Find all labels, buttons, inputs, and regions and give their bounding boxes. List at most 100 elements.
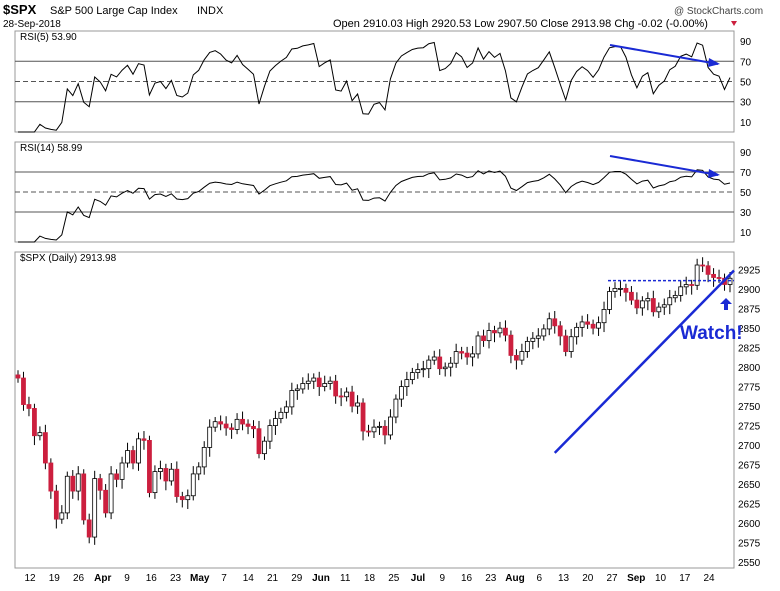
candle-up bbox=[426, 359, 432, 370]
x-tick-label: Jun bbox=[312, 573, 330, 584]
candle-up bbox=[305, 380, 311, 384]
candle-up bbox=[612, 287, 618, 292]
x-tick-label: 9 bbox=[439, 573, 445, 584]
candle-up bbox=[409, 372, 415, 381]
x-tick-label: 6 bbox=[536, 573, 542, 584]
candle-up bbox=[262, 440, 267, 455]
candle-down bbox=[114, 473, 119, 480]
x-tick-label: 13 bbox=[558, 573, 570, 584]
candle-up bbox=[656, 306, 662, 313]
rsi-tick-label: 90 bbox=[740, 148, 752, 159]
chg-down-icon bbox=[731, 21, 737, 26]
candle-down bbox=[316, 377, 322, 388]
candle-down bbox=[590, 323, 596, 329]
candle-down bbox=[141, 438, 147, 441]
candle-up bbox=[196, 466, 202, 475]
rsi5-trend-arrow bbox=[609, 44, 719, 65]
candle-down bbox=[552, 318, 558, 327]
candle-up bbox=[283, 406, 289, 413]
candle-up bbox=[207, 426, 213, 448]
candle-up bbox=[486, 330, 492, 342]
candle-up bbox=[119, 462, 125, 480]
rsi-tick-label: 70 bbox=[740, 57, 752, 68]
x-tick-label: 16 bbox=[461, 573, 473, 584]
candle-up bbox=[234, 418, 240, 430]
candle-up bbox=[289, 390, 295, 408]
price-tick-label: 2750 bbox=[738, 402, 761, 413]
candle-up bbox=[535, 335, 541, 339]
x-tick-label: 12 bbox=[24, 573, 36, 584]
candle-down bbox=[245, 423, 251, 427]
x-tick-label: 21 bbox=[267, 573, 279, 584]
x-tick-label: 14 bbox=[243, 573, 255, 584]
candle-down bbox=[338, 395, 344, 398]
x-tick-label: 20 bbox=[582, 573, 594, 584]
rsi14-plot: 90 70 50 30 10 bbox=[15, 148, 752, 243]
candle-up bbox=[185, 495, 191, 501]
x-axis: 12 19 26 Apr 9 16 23 May 7 14 21 29 Jun 11 18 25 Jul 9 16 2… bbox=[24, 573, 715, 584]
candle-up bbox=[530, 337, 536, 342]
candle-down bbox=[103, 489, 109, 514]
candle-down bbox=[15, 374, 21, 379]
candle-down bbox=[32, 408, 37, 437]
candle-down bbox=[130, 450, 136, 464]
candle-up bbox=[152, 471, 158, 494]
candle-up bbox=[639, 300, 645, 309]
candle-up bbox=[190, 473, 196, 497]
candle-down bbox=[53, 490, 59, 520]
candle-up bbox=[355, 402, 360, 407]
candle-down bbox=[382, 425, 388, 436]
x-tick-label: 19 bbox=[49, 573, 61, 584]
candle-up bbox=[667, 297, 673, 306]
watch-callout: Watch! bbox=[680, 323, 743, 344]
candle-down bbox=[97, 478, 103, 491]
candle-up bbox=[618, 287, 623, 290]
candle-up bbox=[470, 353, 475, 358]
candle-up bbox=[398, 386, 404, 400]
candle-down bbox=[26, 404, 32, 409]
candle-down bbox=[333, 380, 339, 397]
candle-up bbox=[377, 425, 382, 428]
price-tick-label: 2900 bbox=[738, 285, 761, 296]
rsi14-line bbox=[18, 169, 731, 243]
candle-up bbox=[574, 326, 580, 338]
price-tick-label: 2650 bbox=[738, 480, 761, 491]
candle-down bbox=[650, 298, 656, 313]
price-tick-label: 2675 bbox=[738, 461, 761, 472]
price-panel bbox=[14, 251, 735, 569]
candle-down bbox=[147, 439, 152, 494]
candle-up bbox=[694, 264, 700, 286]
candle-up bbox=[727, 277, 733, 285]
candle-up bbox=[108, 473, 114, 514]
price-tick-label: 2575 bbox=[738, 539, 761, 550]
candle-down bbox=[163, 468, 169, 482]
candle-up bbox=[75, 473, 81, 492]
candle-down bbox=[21, 377, 26, 405]
rsi-tick-label: 90 bbox=[740, 37, 752, 48]
candle-up bbox=[497, 327, 503, 334]
ohlc-summary: Open 2910.03 High 2920.53 Low 2907.50 Cl… bbox=[333, 18, 708, 30]
x-tick-label: 16 bbox=[146, 573, 158, 584]
candle-down bbox=[514, 355, 519, 361]
candle-up bbox=[420, 368, 426, 371]
x-tick-label: May bbox=[190, 573, 210, 584]
price-tick-label: 2875 bbox=[738, 305, 761, 316]
candle-down bbox=[179, 496, 185, 501]
candle-up bbox=[327, 380, 333, 384]
candle-up bbox=[388, 416, 393, 436]
candle-down bbox=[174, 468, 180, 497]
rsi14-arrow-head-icon bbox=[708, 169, 720, 178]
candle-down bbox=[634, 299, 640, 309]
candle-up bbox=[168, 468, 174, 482]
price-tick-label: 2625 bbox=[738, 500, 761, 511]
watermark: @ StockCharts.com bbox=[674, 6, 763, 17]
candle-down bbox=[716, 277, 722, 279]
candle-down bbox=[459, 351, 465, 354]
candle-down bbox=[689, 284, 695, 286]
candle-down bbox=[623, 287, 629, 293]
candle-down bbox=[464, 352, 470, 358]
candle-up bbox=[442, 366, 448, 370]
candle-down bbox=[585, 321, 590, 325]
candle-up bbox=[393, 398, 399, 418]
candle-up bbox=[311, 377, 317, 382]
